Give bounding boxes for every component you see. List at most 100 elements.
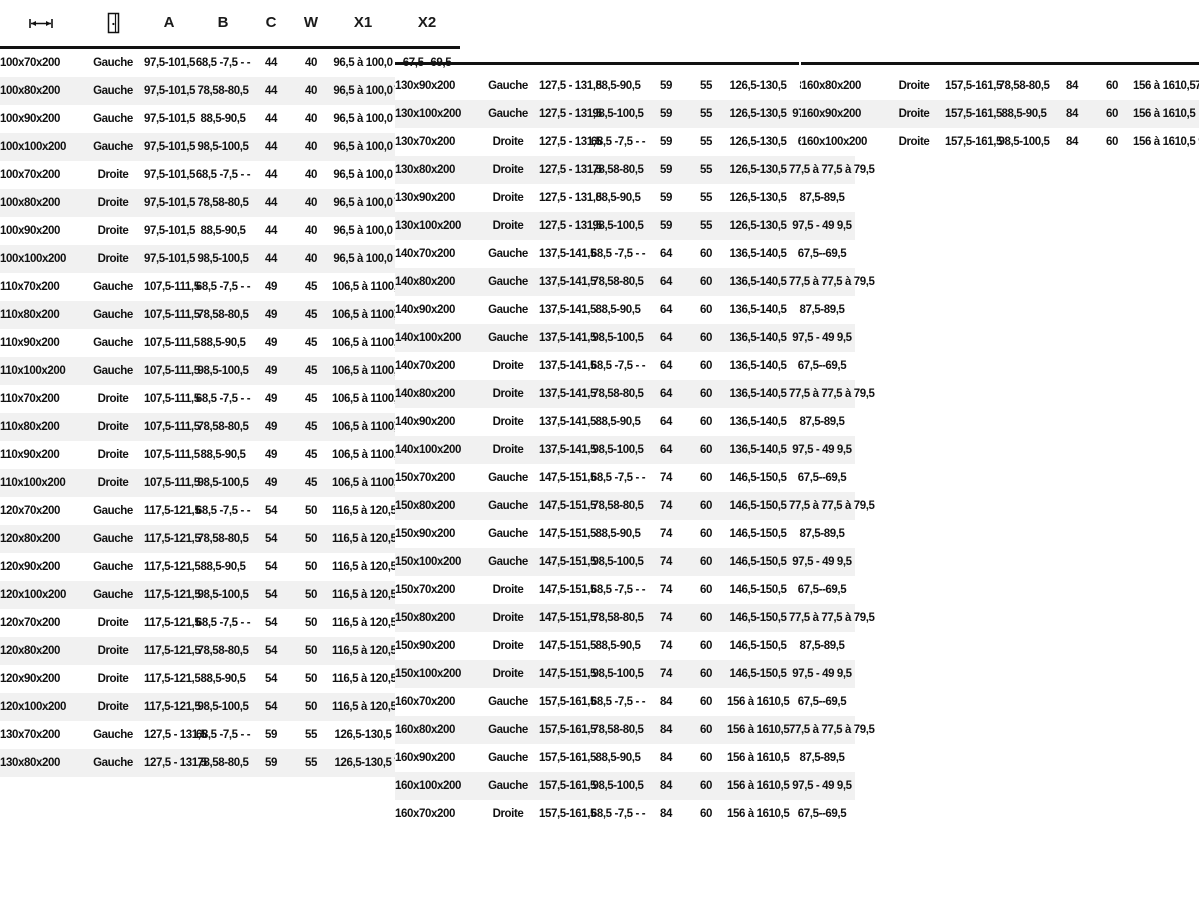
table-row[interactable]: 110x100x200 Gauche 107,5-111,5 98,5-100,5 49… [0, 357, 460, 385]
column-header-handing[interactable] [82, 0, 144, 48]
cell-w: 40 [305, 169, 317, 181]
column-header-b[interactable]: B [194, 0, 252, 48]
table-row[interactable]: 100x80x200 Droite 97,5-101,5 78,58-80,5 44 40… [0, 189, 480, 217]
cell-a: 127,5 - 131,5 [144, 757, 207, 769]
table-row[interactable]: 100x100x200 Droite 97,5-101,5 98,5-100,5 44 4… [0, 245, 460, 273]
cell-a: 137,5-141,5 [539, 248, 596, 260]
table-row[interactable]: 160x80x200 Droite 157,5-161,5 78,58-80,5 84 6… [801, 72, 1199, 100]
cell-w: 60 [700, 612, 712, 624]
table-row[interactable]: 130x70x200 Gauche 127,5 - 131,5 68,5 -7,5 -… [0, 721, 460, 749]
table-row[interactable]: 120x80x200 Gauche 117,5-121,5 78,58-80,5 54 5… [0, 525, 480, 553]
cell-c: 59 [265, 757, 277, 769]
table-row[interactable]: 120x100x200 Droite 117,5-121,5 98,5-100,5 54… [0, 693, 460, 721]
table-row[interactable]: 160x100x200 Gauche 157,5-161,5 98,5-100,5 84… [395, 772, 855, 800]
column-header-x1[interactable]: X1 [332, 0, 394, 48]
cell-a: 157,5-161,5 [945, 108, 1002, 120]
cell-w: 45 [305, 365, 317, 377]
table-row[interactable]: 140x80x200 Gauche 137,5-141,5 78,58-80,5 64 6… [395, 268, 875, 296]
cell-w: 55 [305, 729, 317, 741]
cell-a: 147,5-151,5 [539, 584, 596, 596]
column-header-c[interactable]: C [252, 0, 290, 48]
cell-w: 60 [700, 528, 712, 540]
table-row[interactable]: 150x90x200 Droite 147,5-151,5 88,5-90,5 74 60… [395, 632, 855, 660]
cell-x1: 156 à 1610,5 [727, 724, 790, 736]
cell-size: 140x100x200 [395, 332, 461, 344]
table-row[interactable]: 150x80x200 Droite 147,5-151,5 78,58-80,5 74 6… [395, 604, 875, 632]
cell-w: 60 [1106, 108, 1118, 120]
table-row[interactable]: 110x100x200 Droite 107,5-111,5 98,5-100,5 49… [0, 469, 460, 497]
table-row[interactable]: 120x80x200 Droite 117,5-121,5 78,58-80,5 54 5… [0, 637, 480, 665]
table-row[interactable]: 150x70x200 Gauche 147,5-151,5 68,5 -7,5 - -… [395, 464, 855, 492]
table-row[interactable]: 140x70x200 Gauche 137,5-141,5 68,5 -7,5 - -… [395, 240, 855, 268]
table-row[interactable]: 140x90x200 Gauche 137,5-141,5 88,5-90,5 64 60… [395, 296, 855, 324]
cell-w: 60 [700, 248, 712, 260]
table-row[interactable]: 100x90x200 Gauche 97,5-101,5 88,5-90,5 44 40 9… [0, 105, 460, 133]
table-row[interactable]: 100x70x200 Gauche 97,5-101,5 68,5 -7,5 - - 4… [0, 47, 460, 77]
cell-a: 97,5-101,5 [144, 225, 195, 237]
table-row[interactable]: 160x90x200 Gauche 157,5-161,5 88,5-90,5 84 60… [395, 744, 855, 772]
table-row[interactable]: 140x100x200 Droite 137,5-141,5 98,5-100,5 64… [395, 436, 855, 464]
table-row[interactable]: 150x100x200 Droite 147,5-151,5 98,5-100,5 74… [395, 660, 855, 688]
table-row[interactable]: 120x70x200 Droite 117,5-121,5 68,5 -7,5 - -… [0, 609, 460, 637]
cell-b: 88,5-90,5 [595, 752, 641, 764]
table-row[interactable]: 100x80x200 Gauche 97,5-101,5 78,58-80,5 44 40… [0, 77, 480, 105]
cell-a: 117,5-121,5 [144, 533, 201, 545]
table-row[interactable]: 130x90x200 Gauche 127,5 - 131,5 88,5-90,5 59… [395, 72, 855, 100]
table-row[interactable]: 160x70x200 Droite 157,5-161,5 68,5 -7,5 - -… [395, 800, 855, 828]
table-row[interactable]: 110x80x200 Gauche 107,5-111,5 78,58-80,5 49 4… [0, 301, 480, 329]
cell-handing: Gauche [93, 57, 133, 69]
table-row[interactable]: 150x100x200 Gauche 147,5-151,5 98,5-100,5 74… [395, 548, 855, 576]
column-header-x2[interactable]: X2 [394, 0, 460, 48]
cell-handing: Gauche [93, 113, 133, 125]
cell-c: 54 [265, 561, 277, 573]
column-header-a[interactable]: A [144, 0, 194, 48]
cell-handing: Droite [97, 645, 129, 657]
table-row[interactable]: 100x100x200 Gauche 97,5-101,5 98,5-100,5 44 4… [0, 133, 460, 161]
cell-size: 130x70x200 [395, 136, 455, 148]
table-row[interactable]: 130x80x200 Droite 127,5 - 131,5 78,58-80,5 5… [395, 156, 875, 184]
column-header-w[interactable]: W [290, 0, 332, 48]
table-row[interactable]: 140x100x200 Gauche 137,5-141,5 98,5-100,5 64… [395, 324, 855, 352]
cell-b: 98,5-100,5 [592, 780, 644, 792]
table-row[interactable]: 110x80x200 Droite 107,5-111,5 78,58-80,5 49 4… [0, 413, 480, 441]
table-row[interactable]: 120x90x200 Gauche 117,5-121,5 88,5-90,5 54 50… [0, 553, 460, 581]
table-row[interactable]: 130x100x200 Gauche 127,5 - 131,5 98,5-100,5… [395, 100, 855, 128]
cell-b: 78,58-80,5 [197, 533, 249, 545]
cell-x1: 126,5-130,5 [729, 192, 787, 204]
cell-size: 110x70x200 [0, 281, 60, 293]
cell-x1: 126,5-130,5 [334, 729, 392, 741]
table-row[interactable]: 110x70x200 Gauche 107,5-111,5 68,5 -7,5 - -… [0, 273, 460, 301]
table-row[interactable]: 130x70x200 Droite 127,5 - 131,5 68,5 -7,5 -… [395, 128, 855, 156]
cell-handing: Droite [97, 197, 129, 209]
table-row[interactable]: 160x70x200 Gauche 157,5-161,5 68,5 -7,5 - -… [395, 688, 855, 716]
table-row[interactable]: 130x90x200 Droite 127,5 - 131,5 88,5-90,5 59… [395, 184, 855, 212]
table-row[interactable]: 150x90x200 Gauche 147,5-151,5 88,5-90,5 74 60… [395, 520, 855, 548]
cell-w: 50 [305, 673, 317, 685]
table-row[interactable]: 140x80x200 Droite 137,5-141,5 78,58-80,5 64 6… [395, 380, 875, 408]
table-row[interactable]: 160x80x200 Gauche 157,5-161,5 78,58-80,5 84 6… [395, 716, 875, 744]
cell-handing: Droite [492, 164, 524, 176]
table-row[interactable]: 160x100x200 Droite 157,5-161,5 98,5-100,5 84… [801, 128, 1199, 156]
cell-size: 160x100x200 [395, 780, 461, 792]
cell-x2: 67,5--69,5 [797, 248, 847, 260]
table-row[interactable]: 130x100x200 Droite 127,5 - 131,5 98,5-100,5… [395, 212, 855, 240]
table-row[interactable]: 120x70x200 Gauche 117,5-121,5 68,5 -7,5 - -… [0, 497, 460, 525]
table-row[interactable]: 110x90x200 Droite 107,5-111,5 88,5-90,5 49 45… [0, 441, 460, 469]
cell-c: 44 [265, 113, 277, 125]
table-row[interactable]: 120x100x200 Gauche 117,5-121,5 98,5-100,5 54… [0, 581, 460, 609]
table-row[interactable]: 110x90x200 Gauche 107,5-111,5 88,5-90,5 49 45… [0, 329, 460, 357]
table-row[interactable]: 140x70x200 Droite 137,5-141,5 68,5 -7,5 - -… [395, 352, 855, 380]
table-row[interactable]: 100x70x200 Droite 97,5-101,5 68,5 -7,5 - - 4… [0, 161, 460, 189]
table-row[interactable]: 130x80x200 Gauche 127,5 - 131,5 78,58-80,5 5… [0, 749, 480, 777]
table-row[interactable]: 160x90x200 Droite 157,5-161,5 88,5-90,5 84 60… [801, 100, 1199, 128]
table-row[interactable]: 150x80x200 Gauche 147,5-151,5 78,58-80,5 74 6… [395, 492, 875, 520]
table-row[interactable]: 140x90x200 Droite 137,5-141,5 88,5-90,5 64 60… [395, 408, 855, 436]
table-row[interactable]: 150x70x200 Droite 147,5-151,5 68,5 -7,5 - -… [395, 576, 855, 604]
cell-w: 50 [305, 701, 317, 713]
table-row[interactable]: 100x90x200 Droite 97,5-101,5 88,5-90,5 44 40 9… [0, 217, 460, 245]
cell-w: 40 [305, 197, 317, 209]
cell-w: 55 [700, 220, 712, 232]
column-header-size[interactable] [0, 0, 82, 48]
table-row[interactable]: 110x70x200 Droite 107,5-111,5 68,5 -7,5 - -… [0, 385, 460, 413]
table-row[interactable]: 120x90x200 Droite 117,5-121,5 88,5-90,5 54 50… [0, 665, 460, 693]
